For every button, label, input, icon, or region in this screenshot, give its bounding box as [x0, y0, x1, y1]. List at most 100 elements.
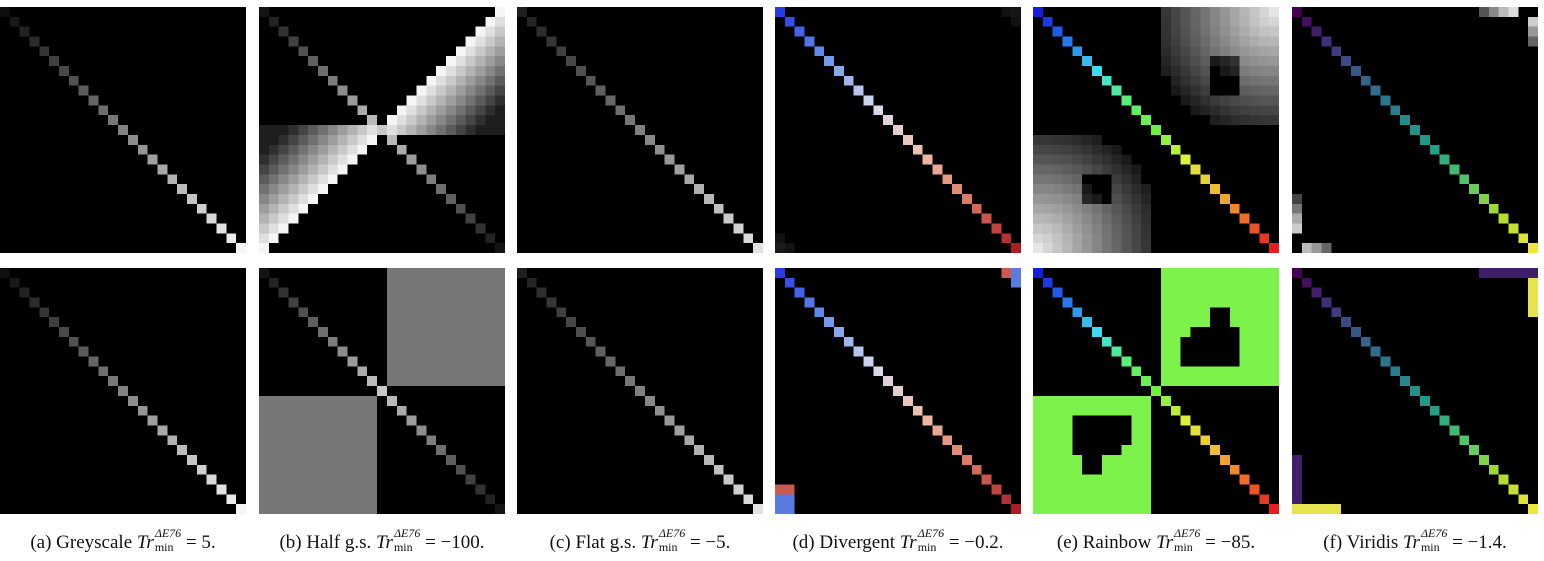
diagonal-cell — [137, 405, 148, 416]
diagonal-cell — [873, 105, 884, 116]
grey-block-cell — [337, 395, 348, 406]
edge-cell — [1292, 223, 1302, 234]
half-gs-cell — [308, 193, 319, 204]
half-gs-cell — [357, 125, 368, 135]
diagonal-cell — [723, 213, 734, 224]
diagonal-cell — [337, 85, 348, 96]
green-region-cell — [1141, 435, 1152, 446]
grey-cloud-cell — [1170, 16, 1181, 27]
green-region-cell — [1160, 356, 1171, 367]
diagonal-cell — [98, 105, 109, 116]
diagonal-cell — [127, 395, 138, 406]
grey-block-cell — [259, 484, 269, 495]
diagonal-cell — [1390, 105, 1401, 116]
grey-block-cell — [465, 317, 476, 328]
half-gs-cell — [298, 154, 309, 165]
half-gs-cell — [455, 85, 466, 96]
grey-cloud-cell — [1219, 95, 1230, 106]
edge-bar-cell — [1292, 484, 1302, 495]
half-gs-cell — [278, 203, 289, 214]
diagonal-cell — [455, 203, 466, 214]
grey-cloud-cell — [1239, 85, 1250, 96]
diagonal-cell — [794, 26, 805, 37]
grey-block-cell — [495, 268, 505, 278]
half-gs-cell — [426, 105, 437, 116]
grey-cloud-cell — [1121, 154, 1132, 165]
grey-block-cell — [327, 504, 338, 514]
green-region-cell — [1239, 346, 1250, 357]
grey-block-cell — [426, 317, 437, 328]
diagonal-cell — [1001, 494, 1012, 505]
grey-block-cell — [318, 494, 328, 505]
grey-block-cell — [396, 336, 407, 347]
grey-cloud-cell — [1210, 56, 1220, 67]
grey-cloud-cell — [1111, 164, 1122, 175]
grey-cloud-cell — [1259, 46, 1270, 57]
grey-cloud-cell — [1239, 75, 1250, 86]
caption-e-metric: Tr — [1156, 532, 1174, 553]
diagonal-cell — [9, 277, 20, 288]
green-region-cell — [1042, 454, 1053, 465]
grey-cloud-cell — [1249, 95, 1260, 106]
grey-cloud-cell — [1180, 95, 1191, 106]
grey-block-cell — [367, 415, 378, 426]
half-gs-cell — [455, 105, 466, 116]
caption-c-prefix: (c) — [549, 532, 571, 553]
green-region-cell — [1111, 464, 1122, 475]
diagonal-cell — [902, 134, 913, 145]
diagonal-cell — [268, 16, 279, 27]
diagonal-cell — [0, 268, 10, 278]
diagonal-cell — [1062, 36, 1073, 47]
half-gs-cell — [318, 144, 328, 155]
diagonal-cell — [1219, 454, 1230, 465]
diagonal-cell — [1200, 435, 1211, 446]
grey-block-cell — [475, 317, 486, 328]
green-region-cell — [1170, 277, 1181, 288]
half-gs-cell — [278, 125, 289, 135]
half-gs-cell — [298, 174, 309, 185]
green-region-cell — [1190, 268, 1201, 278]
diagonal-cell — [206, 474, 217, 485]
diagonal-cell — [1101, 336, 1112, 347]
diagonal-cell — [206, 213, 217, 224]
grey-cloud-cell — [1141, 184, 1152, 194]
half-gs-cell — [485, 125, 496, 135]
grey-cloud-cell — [1052, 184, 1063, 194]
grey-cloud-cell — [1190, 36, 1201, 47]
green-region-cell — [1269, 336, 1279, 347]
grey-cloud-cell — [1180, 7, 1191, 17]
grey-block-cell — [445, 366, 456, 377]
grey-block-cell — [426, 268, 437, 278]
green-region-cell — [1033, 415, 1043, 426]
diagonal-cell — [88, 95, 99, 106]
half-gs-cell — [259, 144, 269, 155]
grey-block-cell — [318, 504, 328, 514]
grey-block-cell — [386, 297, 397, 308]
grey-cloud-cell — [1180, 46, 1191, 57]
grey-block-cell — [288, 445, 299, 455]
grey-block-cell — [485, 287, 496, 298]
grey-cloud-cell — [1052, 174, 1063, 185]
grey-cloud-cell — [1219, 7, 1230, 17]
grey-cloud-cell — [1200, 85, 1211, 96]
grey-cloud-cell — [1200, 36, 1211, 47]
grey-cloud-cell — [1121, 184, 1132, 194]
caption-e-prefix: (e) — [1056, 532, 1078, 553]
grey-cloud-cell — [1131, 203, 1142, 214]
grey-block-cell — [485, 366, 496, 377]
grey-cloud-cell — [1111, 193, 1122, 204]
half-gs-cell — [396, 105, 407, 116]
green-region-cell — [1033, 454, 1043, 465]
diagonal-cell — [1269, 504, 1279, 514]
diagonal-cell — [186, 454, 197, 465]
half-gs-cell — [347, 154, 358, 165]
grey-block-cell — [268, 494, 279, 505]
green-region-cell — [1180, 366, 1191, 377]
grey-block-cell — [495, 277, 505, 288]
diagonal-cell — [1488, 464, 1499, 475]
grey-block-cell — [396, 366, 407, 377]
diagonal-cell — [893, 386, 903, 396]
grey-cloud-cell — [1121, 213, 1132, 224]
half-gs-cell — [445, 56, 456, 67]
